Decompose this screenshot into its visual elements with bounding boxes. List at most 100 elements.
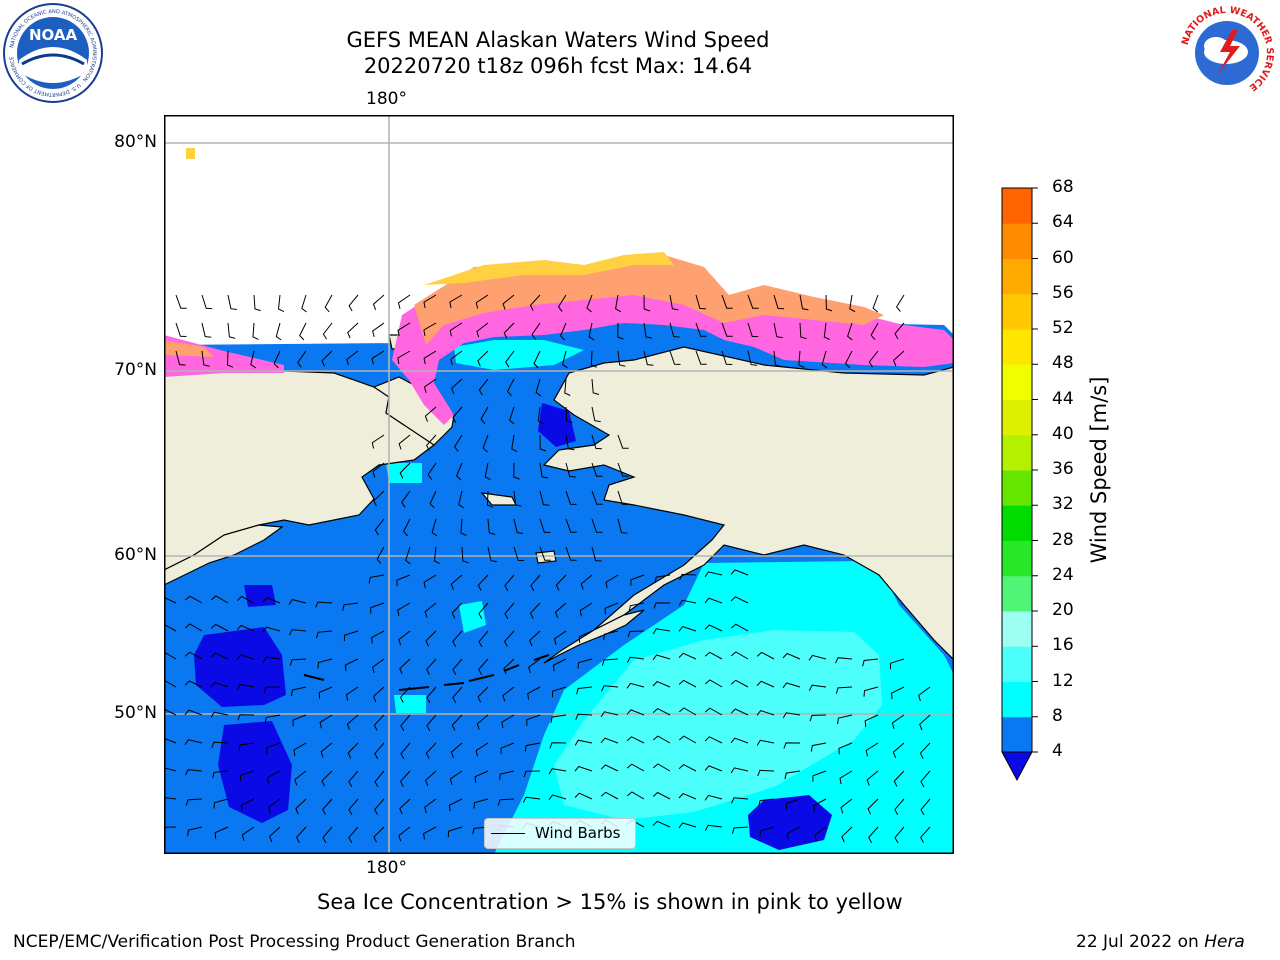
wind-barb <box>812 770 827 782</box>
wind-barb <box>704 736 723 744</box>
colorbar-segment <box>1002 364 1032 400</box>
wind-barb <box>679 573 697 581</box>
wind-barb <box>678 707 697 716</box>
wind-field-below-4-south <box>748 795 832 850</box>
wind-barb <box>164 596 177 604</box>
wind-barb <box>238 742 255 751</box>
wind-barb <box>588 322 595 341</box>
wind-barb <box>372 294 385 310</box>
wind-barb <box>484 462 491 481</box>
wind-barb <box>553 630 567 645</box>
wind-barb <box>868 826 879 844</box>
wind-barb <box>291 686 307 697</box>
wind-barb <box>844 350 853 369</box>
wind-barb <box>478 378 489 396</box>
wind-barb <box>423 826 437 840</box>
wind-barb <box>550 714 567 723</box>
wind-barb <box>458 490 464 509</box>
wind-barb <box>324 294 333 313</box>
wind-barb <box>449 322 463 337</box>
wind-barb <box>721 322 733 337</box>
wind-barb <box>185 798 203 806</box>
wind-barb <box>236 595 255 604</box>
wind-barb <box>652 735 671 744</box>
wind-barb <box>840 798 853 814</box>
wind-barb <box>565 434 575 451</box>
wind-barb <box>529 602 541 619</box>
wind-barb <box>920 826 931 843</box>
wind-barb <box>890 686 905 700</box>
colorbar-tick-label: 56 <box>1052 282 1074 303</box>
wind-barb <box>730 651 749 660</box>
wind-barb <box>695 294 706 310</box>
wind-barb <box>451 602 463 619</box>
colorbar-segment <box>1002 470 1032 506</box>
wind-barb <box>513 462 520 480</box>
land-alaska-peninsula <box>543 609 645 664</box>
wind-barb <box>504 574 515 592</box>
wind-barb <box>500 742 515 755</box>
wind-barb <box>513 518 524 534</box>
wind-barb <box>798 350 805 368</box>
wind-barb <box>695 350 707 365</box>
noaa-logo: NOAA NATIONAL OCEANIC AND ATMOSPHERIC AD… <box>2 2 104 104</box>
wind-barb <box>373 490 385 507</box>
wind-barb <box>373 714 385 731</box>
wind-barb <box>269 826 281 843</box>
wind-barb <box>864 714 879 727</box>
wind-barb <box>474 770 489 783</box>
wind-barb <box>450 350 463 366</box>
wind-barb <box>348 826 359 844</box>
wind-barb <box>397 350 411 364</box>
wind-barb <box>397 322 411 337</box>
wind-barb <box>704 794 723 801</box>
wind-barb <box>539 462 549 479</box>
wind-barb <box>838 742 853 755</box>
colorbar-tick-label: 52 <box>1052 318 1074 338</box>
wind-barb <box>565 462 576 478</box>
wind-barb <box>527 686 541 700</box>
colorbar-label: Wind Speed [m/s] <box>1087 376 1111 564</box>
wind-barb <box>472 826 489 835</box>
wind-barb <box>267 770 281 784</box>
wind-barb <box>185 769 203 776</box>
wind-barb <box>346 714 359 730</box>
wind-barb <box>478 658 489 676</box>
wind-barb <box>431 518 438 537</box>
wind-barb <box>301 294 307 313</box>
wind-barb <box>289 658 307 666</box>
wind-barb <box>426 686 437 704</box>
wind-barb <box>678 793 697 800</box>
wind-barb <box>513 490 522 507</box>
colorbar-segment <box>1002 505 1032 541</box>
wind-barb <box>184 709 203 716</box>
wind-barb <box>539 490 550 506</box>
wind-barb <box>210 623 229 632</box>
wind-barb <box>523 770 541 778</box>
colorbar-segment <box>1002 223 1032 259</box>
wind-barb <box>397 602 411 616</box>
wind-barb <box>575 713 593 720</box>
lon-label-bottom: 180° <box>366 858 407 878</box>
graticule <box>164 115 954 854</box>
wind-barb <box>730 679 749 688</box>
wind-barb <box>810 742 827 752</box>
wind-barb <box>653 602 671 609</box>
wind-barb <box>652 654 671 661</box>
sea-ice-speck <box>186 148 195 159</box>
colorbar-segment <box>1002 611 1032 647</box>
wind-barb <box>368 574 385 584</box>
wind-barb <box>867 798 879 815</box>
wind-barb <box>894 826 905 844</box>
wind-barb <box>537 406 544 425</box>
wind-barb <box>449 294 463 308</box>
wind-barb <box>175 350 186 366</box>
wind-barb <box>825 294 833 312</box>
wind-barb <box>652 791 671 800</box>
wind-barb <box>400 714 411 732</box>
wind-barb <box>226 350 234 368</box>
wind-field-8-12-aleutian <box>394 695 426 713</box>
wind-barb <box>399 686 411 703</box>
wind-barb <box>704 824 723 831</box>
wind-barb <box>164 826 177 828</box>
